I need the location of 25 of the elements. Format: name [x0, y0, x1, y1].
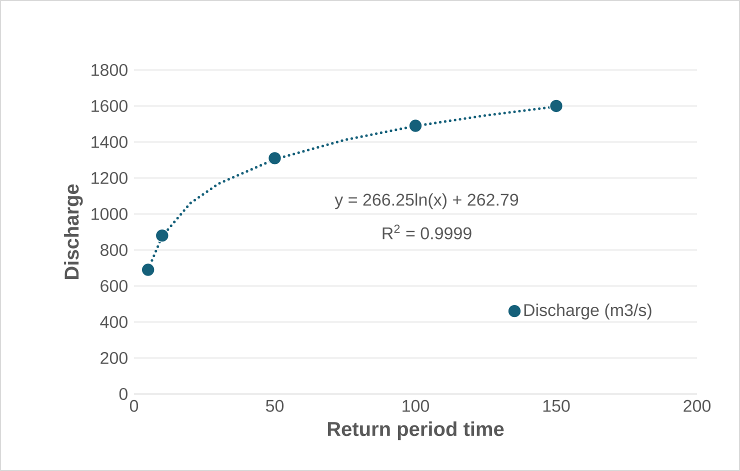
- y-tick-label: 0: [119, 388, 128, 400]
- point: [155, 228, 170, 242]
- point: [549, 99, 564, 113]
- annotation: y = 266.25ln(x) + 262.79: [334, 193, 518, 210]
- y-tick-label: 600: [100, 280, 128, 292]
- point: [141, 262, 155, 277]
- point: [268, 151, 282, 166]
- y-tick-label: 1000: [92, 208, 128, 220]
- x-tick-label: 0: [130, 400, 138, 412]
- annotation: R$^{2}$ = 0.9999: [382, 224, 472, 240]
- y-tick-label: 1600: [92, 100, 128, 112]
- y-tick-label: 1200: [92, 172, 128, 184]
- y-tick-label: 200: [100, 352, 128, 364]
- y-axis-title: Discharge: [64, 184, 83, 279]
- x-tick-label: 50: [266, 400, 284, 412]
- y-tick-label: 1800: [92, 64, 128, 76]
- point: [408, 118, 422, 133]
- y-tick-label: 800: [100, 244, 128, 256]
- y-tick-label: 400: [100, 316, 128, 328]
- x-tick-label: 200: [684, 400, 711, 412]
- x-tick-label: 100: [402, 400, 430, 412]
- y-tick-label: 1400: [92, 136, 128, 148]
- legend-label: Discharge (m3/s): [524, 304, 652, 320]
- x-axis-title: Return period time: [328, 421, 504, 440]
- x-tick-label: 150: [543, 400, 570, 412]
